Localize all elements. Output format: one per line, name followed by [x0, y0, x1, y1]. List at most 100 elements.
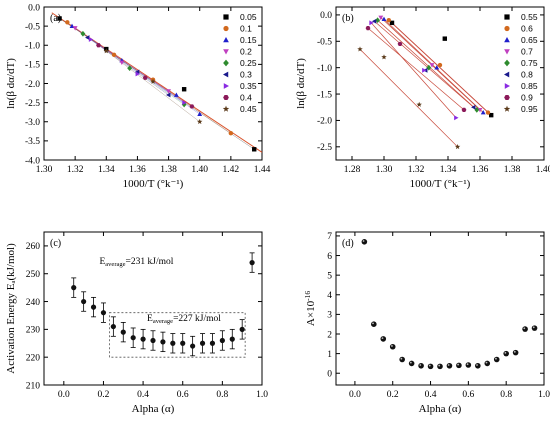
data-point	[150, 337, 156, 344]
legend-label: 0.7	[521, 47, 533, 57]
data-point	[493, 356, 500, 363]
data-point	[90, 304, 97, 310]
y-axis-title: Activation Energy Eₐ(kJ/mol)	[5, 243, 17, 374]
data-point	[96, 43, 101, 48]
data-point	[442, 36, 447, 41]
data-point	[503, 350, 509, 357]
panel-a: 1.30 1.32 1.34 1.36 1.38 1.40 1.42 1.44 0.0 -0.5 -…	[5, 3, 271, 190]
data-point-highlight	[381, 337, 384, 340]
panel-label: (d)	[342, 238, 354, 249]
legend-label: 0.85	[521, 81, 538, 91]
legend-label: 0.6	[521, 24, 533, 34]
data-point	[81, 298, 87, 305]
plot-frame	[335, 231, 545, 386]
data-point	[369, 20, 374, 26]
legend-label: 0.15	[240, 35, 257, 45]
x-tick-label: 1.32	[67, 165, 84, 175]
average-annotation: Eaverage=231 kJ/mol	[99, 257, 173, 268]
data-point	[389, 343, 396, 350]
data-point	[522, 326, 528, 332]
x-tick-label: 1.34	[440, 165, 457, 175]
data-point	[166, 89, 171, 94]
y-tick-label: -2.5	[317, 143, 332, 153]
data-point	[142, 75, 148, 80]
data-point-highlight	[362, 240, 365, 242]
x-tick-label: 1.40	[536, 165, 550, 175]
data-point	[418, 362, 424, 369]
y-tick-label: 260	[26, 242, 41, 252]
legend-marker	[223, 71, 229, 78]
data-point	[361, 239, 368, 245]
data-point	[371, 321, 377, 327]
data-point-highlight	[447, 364, 450, 366]
legend-label: 0.3	[240, 70, 252, 80]
data-point	[461, 107, 467, 112]
series-fit-line	[370, 22, 457, 119]
data-point	[454, 143, 461, 150]
x-axis-title: Alpha (α)	[419, 403, 462, 415]
y-tick-label: 250	[26, 270, 41, 280]
data-point	[229, 336, 235, 342]
x-tick-label: 1.28	[344, 165, 361, 175]
legend-label: 0.45	[240, 104, 257, 114]
data-point	[103, 48, 110, 54]
data-point-highlight	[419, 364, 422, 366]
x-axis-title: 1000/T (°k⁻¹)	[410, 178, 471, 190]
x-tick-label: 1.30	[376, 165, 393, 175]
legend-marker	[223, 95, 229, 100]
data-point	[531, 325, 538, 331]
series-fit-line	[87, 37, 169, 96]
data-point	[429, 63, 435, 68]
y-tick-label: 230	[26, 326, 41, 336]
data-point	[166, 92, 171, 98]
data-point-highlight	[438, 364, 441, 367]
x-tick-label: 1.34	[98, 165, 115, 175]
data-point	[465, 362, 472, 368]
data-point	[110, 323, 116, 330]
x-tick-label: 0.8	[216, 390, 228, 400]
y-tick-label: -4.0	[25, 156, 40, 166]
y-tick-label: 220	[26, 353, 41, 363]
y-tick-label: -2.0	[317, 117, 332, 127]
data-point	[489, 112, 494, 118]
x-tick-label: 0.2	[387, 390, 399, 400]
data-point	[127, 65, 133, 72]
data-point-highlight	[532, 326, 535, 329]
data-point-highlight	[513, 350, 516, 353]
legend-label: 0.95	[521, 104, 538, 114]
series-fit-line	[359, 48, 458, 148]
data-point	[456, 362, 462, 369]
y-tick-label: 3	[327, 311, 332, 321]
x-tick-label: 1.0	[256, 390, 268, 400]
y-tick-label: -1.0	[317, 64, 332, 74]
y-tick-label: 2	[327, 330, 332, 340]
series-fit-line	[71, 25, 200, 115]
data-point	[197, 111, 203, 116]
data-point	[357, 46, 363, 52]
plot-frame	[43, 231, 263, 386]
y-tick-label: -1.5	[317, 90, 332, 100]
legend-marker	[504, 14, 510, 20]
data-point-highlight	[523, 327, 526, 330]
legend-marker	[504, 37, 510, 43]
plateau-box	[109, 312, 246, 358]
legend-label: 0.25	[240, 58, 257, 68]
y-tick-label: -2.0	[25, 80, 40, 90]
legend-marker	[223, 14, 229, 20]
x-tick-label: 1.36	[472, 165, 489, 175]
data-point	[180, 340, 186, 346]
series-fit-line	[367, 27, 465, 111]
x-tick-label: 0.4	[425, 390, 437, 400]
data-point	[434, 65, 440, 70]
x-tick-label: 0.0	[58, 390, 70, 400]
y-axis-title: ln(β dα/dT)	[295, 58, 307, 109]
data-point	[426, 64, 432, 71]
data-point	[80, 30, 86, 37]
data-point	[100, 310, 107, 316]
x-tick-label: 1.0	[538, 390, 550, 400]
legend-marker	[223, 25, 229, 32]
data-point	[381, 16, 387, 22]
data-point-highlight	[504, 351, 507, 354]
y-tick-label: 5	[327, 271, 332, 281]
